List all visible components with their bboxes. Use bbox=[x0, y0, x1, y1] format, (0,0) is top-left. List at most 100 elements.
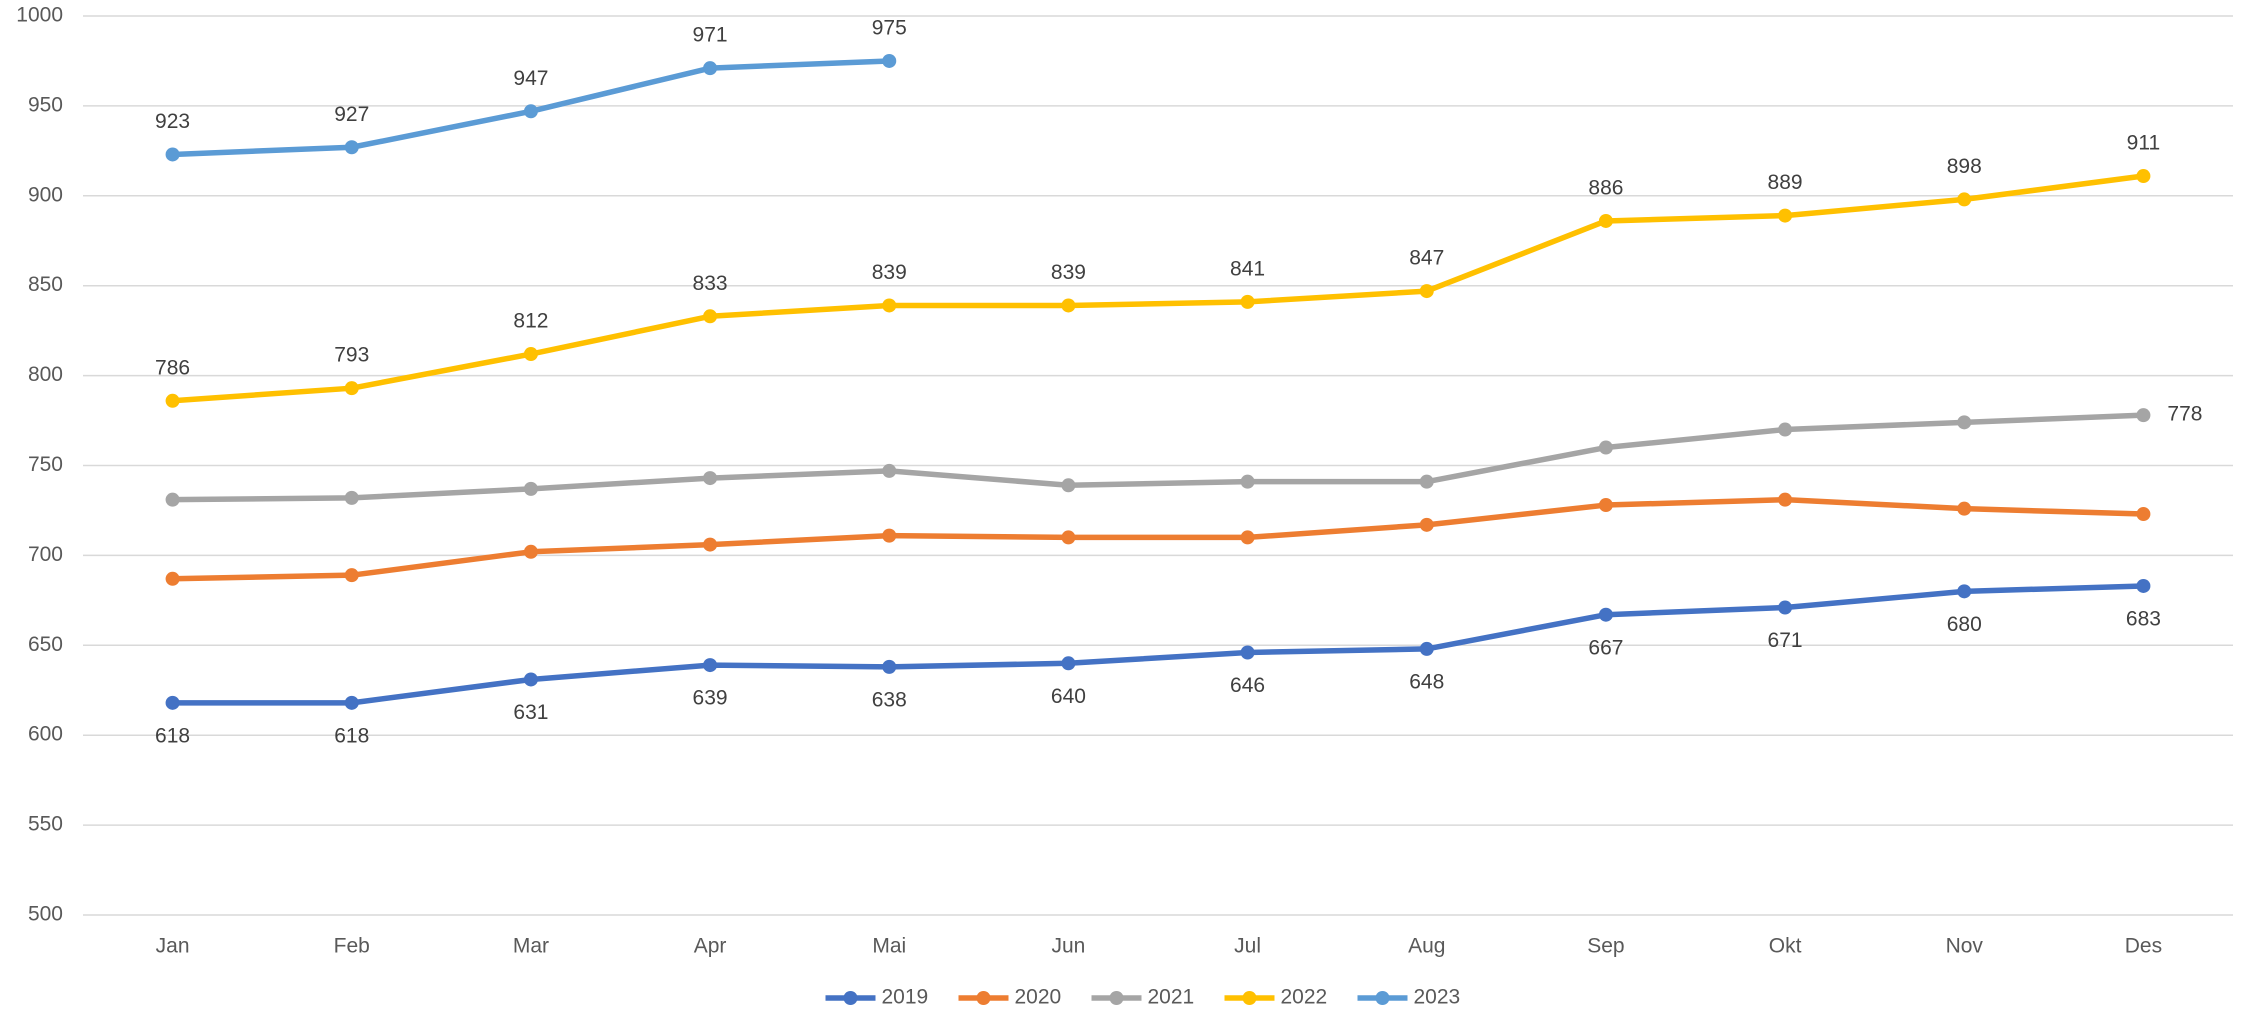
y-tick-label: 1000 bbox=[16, 4, 63, 27]
legend-label: 2023 bbox=[1414, 986, 1461, 1009]
data-label: 975 bbox=[872, 16, 907, 39]
data-point bbox=[344, 381, 359, 396]
x-tick-label: Apr bbox=[694, 935, 727, 958]
data-point bbox=[703, 61, 718, 76]
data-point bbox=[1778, 492, 1793, 507]
data-label: 839 bbox=[872, 261, 907, 284]
data-point bbox=[1778, 208, 1793, 223]
data-point bbox=[344, 490, 359, 505]
data-label: 841 bbox=[1230, 257, 1265, 280]
data-point bbox=[1419, 284, 1434, 299]
data-point bbox=[2136, 169, 2151, 184]
data-point bbox=[344, 568, 359, 583]
y-tick-label: 900 bbox=[28, 183, 63, 206]
legend-label: 2019 bbox=[882, 986, 929, 1009]
x-tick-label: Mai bbox=[872, 935, 906, 958]
data-point bbox=[703, 309, 718, 324]
data-point bbox=[1957, 192, 1972, 207]
data-point bbox=[165, 393, 180, 408]
data-label: 618 bbox=[334, 724, 369, 747]
data-point bbox=[523, 481, 538, 496]
data-point bbox=[1061, 656, 1076, 671]
legend-label: 2021 bbox=[1148, 986, 1195, 1009]
y-tick-label: 950 bbox=[28, 93, 63, 116]
series-line bbox=[169, 496, 2147, 582]
series-line bbox=[169, 173, 2147, 404]
x-tick-label: Jun bbox=[1051, 935, 1085, 958]
data-label: 886 bbox=[1588, 177, 1623, 200]
data-label: 646 bbox=[1230, 674, 1265, 697]
data-label: 898 bbox=[1947, 155, 1982, 178]
legend-marker bbox=[976, 991, 991, 1005]
x-tick-label: Nov bbox=[1946, 935, 1984, 958]
data-point bbox=[2136, 578, 2151, 593]
data-point bbox=[1419, 641, 1434, 656]
x-tick-label: Aug bbox=[1408, 935, 1445, 958]
data-label: 889 bbox=[1768, 171, 1803, 194]
data-point bbox=[1240, 645, 1255, 660]
y-tick-label: 700 bbox=[28, 543, 63, 566]
data-label: 786 bbox=[155, 356, 190, 379]
data-point bbox=[1957, 584, 1972, 599]
data-point bbox=[1240, 530, 1255, 545]
data-label: 947 bbox=[513, 67, 548, 90]
x-tick-label: Okt bbox=[1769, 935, 1802, 958]
y-tick-label: 600 bbox=[28, 723, 63, 746]
x-tick-label: Sep bbox=[1587, 935, 1624, 958]
x-tick-label: Mar bbox=[513, 935, 549, 958]
x-tick-label: Des bbox=[2125, 935, 2162, 958]
y-tick-label: 500 bbox=[28, 903, 63, 926]
legend-item: 2023 bbox=[1357, 986, 1461, 1009]
data-label: 833 bbox=[693, 272, 728, 295]
data-point bbox=[1419, 474, 1434, 489]
data-point bbox=[1778, 422, 1793, 437]
data-point bbox=[165, 695, 180, 710]
data-label: 638 bbox=[872, 688, 907, 711]
data-label: 648 bbox=[1409, 670, 1444, 693]
data-label: 618 bbox=[155, 724, 190, 747]
data-point bbox=[1061, 478, 1076, 493]
data-point bbox=[2136, 507, 2151, 522]
x-tick-label: Jan bbox=[156, 935, 190, 958]
x-tick-label: Feb bbox=[334, 935, 370, 958]
data-label: 812 bbox=[513, 310, 548, 333]
data-label: 971 bbox=[693, 24, 728, 47]
data-label: 793 bbox=[334, 344, 369, 367]
data-point bbox=[1419, 517, 1434, 532]
data-label: 911 bbox=[2127, 132, 2160, 155]
data-point bbox=[882, 298, 897, 313]
data-label: 683 bbox=[2126, 608, 2161, 631]
data-label: 923 bbox=[155, 110, 190, 133]
data-point bbox=[165, 492, 180, 507]
data-label: 927 bbox=[334, 103, 369, 126]
data-label: 671 bbox=[1768, 629, 1803, 652]
data-point bbox=[1598, 607, 1613, 622]
data-point bbox=[882, 528, 897, 543]
data-label: 680 bbox=[1947, 613, 1982, 636]
data-point bbox=[1240, 474, 1255, 489]
data-point bbox=[1778, 600, 1793, 615]
series-line bbox=[169, 583, 2147, 706]
legend-marker bbox=[1375, 991, 1390, 1005]
data-label: 847 bbox=[1409, 247, 1444, 270]
data-label: 839 bbox=[1051, 261, 1086, 284]
data-label: 640 bbox=[1051, 685, 1086, 708]
legend-marker bbox=[1109, 991, 1124, 1005]
data-point bbox=[344, 695, 359, 710]
data-point bbox=[882, 53, 897, 68]
data-point bbox=[165, 147, 180, 162]
data-point bbox=[703, 537, 718, 552]
legend-item: 2021 bbox=[1091, 986, 1195, 1009]
data-label: 631 bbox=[513, 701, 548, 724]
data-point bbox=[882, 463, 897, 478]
data-point bbox=[1957, 415, 1972, 430]
legend-item: 2020 bbox=[958, 986, 1061, 1009]
data-point bbox=[1598, 440, 1613, 455]
data-point bbox=[165, 571, 180, 586]
data-point bbox=[1061, 530, 1076, 545]
legend-marker bbox=[1242, 991, 1257, 1005]
data-point bbox=[1061, 298, 1076, 313]
data-label: 639 bbox=[693, 687, 728, 710]
